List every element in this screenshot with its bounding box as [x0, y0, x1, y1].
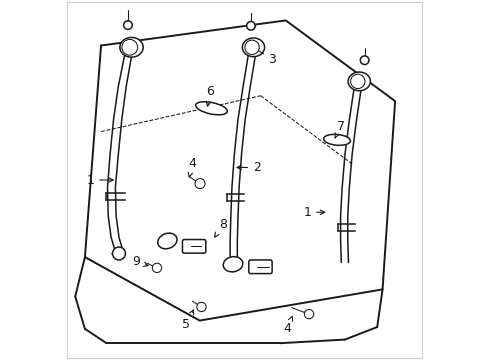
Ellipse shape [195, 102, 227, 115]
Circle shape [122, 40, 137, 55]
Ellipse shape [120, 37, 143, 57]
Circle shape [112, 247, 125, 260]
Circle shape [244, 40, 259, 54]
Text: 5: 5 [182, 310, 193, 331]
Text: 9: 9 [132, 255, 148, 268]
Text: 2: 2 [237, 161, 261, 174]
Circle shape [123, 21, 132, 30]
Ellipse shape [347, 72, 369, 91]
Ellipse shape [242, 38, 264, 57]
Text: 7: 7 [334, 120, 344, 138]
Ellipse shape [158, 233, 177, 249]
Text: 1: 1 [86, 174, 113, 186]
Circle shape [350, 74, 364, 89]
Text: 6: 6 [206, 85, 214, 106]
Circle shape [304, 310, 313, 319]
Circle shape [246, 22, 255, 30]
Circle shape [196, 302, 206, 312]
Text: 3: 3 [254, 48, 276, 66]
Text: 4: 4 [188, 157, 196, 177]
Text: 8: 8 [214, 218, 226, 237]
Circle shape [360, 56, 368, 64]
Circle shape [152, 263, 162, 273]
Ellipse shape [323, 134, 350, 145]
FancyBboxPatch shape [248, 260, 271, 274]
FancyBboxPatch shape [182, 239, 205, 253]
Text: 4: 4 [282, 316, 292, 335]
Text: 1: 1 [303, 206, 324, 219]
Circle shape [195, 179, 204, 189]
Ellipse shape [223, 257, 243, 272]
